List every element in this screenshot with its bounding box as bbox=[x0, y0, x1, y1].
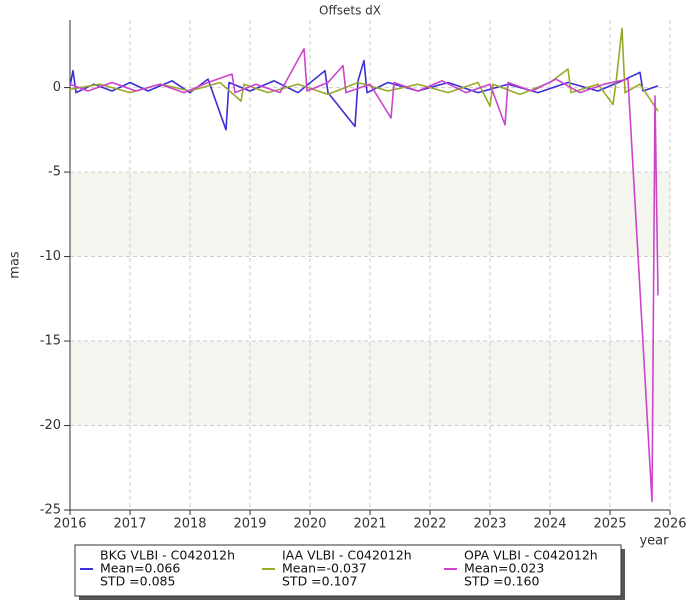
x-tick-label: 2016 bbox=[53, 517, 86, 532]
chart-title: Offsets dX bbox=[319, 4, 381, 18]
band bbox=[70, 172, 670, 257]
y-tick-label: -10 bbox=[40, 249, 61, 264]
series-line bbox=[69, 27, 659, 112]
x-tick-label: 2018 bbox=[173, 517, 206, 532]
y-tick-label: -25 bbox=[40, 503, 61, 518]
y-tick-label: -5 bbox=[48, 165, 61, 180]
legend-stat: Mean=-0.037 bbox=[282, 561, 367, 576]
y-tick-label: -15 bbox=[40, 334, 61, 349]
legend-stat: STD =0.085 bbox=[100, 574, 175, 589]
legend-label: BKG VLBI - C042012h bbox=[100, 548, 235, 563]
x-tick-label: 2020 bbox=[293, 517, 326, 532]
legend-stat: Mean=0.023 bbox=[464, 561, 544, 576]
x-tick-label: 2025 bbox=[593, 517, 626, 532]
x-tick-label: 2023 bbox=[473, 517, 506, 532]
x-tick-label: 2024 bbox=[533, 517, 566, 532]
legend-label: IAA VLBI - C042012h bbox=[282, 548, 412, 563]
x-tick-label: 2022 bbox=[413, 517, 446, 532]
series-line bbox=[69, 59, 659, 131]
y-tick-label: -20 bbox=[40, 418, 61, 433]
legend-label: OPA VLBI - C042012h bbox=[464, 548, 598, 563]
legend-box bbox=[74, 544, 622, 597]
series-line bbox=[69, 47, 659, 503]
x-tick-label: 2021 bbox=[353, 517, 386, 532]
x-tick-label: 2019 bbox=[233, 517, 266, 532]
x-tick-label: 2017 bbox=[113, 517, 146, 532]
legend-stat: STD =0.107 bbox=[282, 574, 357, 589]
band bbox=[70, 341, 670, 426]
y-axis-label: mas bbox=[8, 251, 23, 279]
y-tick-label: 0 bbox=[53, 80, 61, 95]
legend-stat: Mean=0.066 bbox=[100, 561, 180, 576]
x-tick-label: 2026 bbox=[653, 517, 686, 532]
legend-stat: STD =0.160 bbox=[464, 574, 539, 589]
x-axis-label: year bbox=[639, 534, 669, 549]
